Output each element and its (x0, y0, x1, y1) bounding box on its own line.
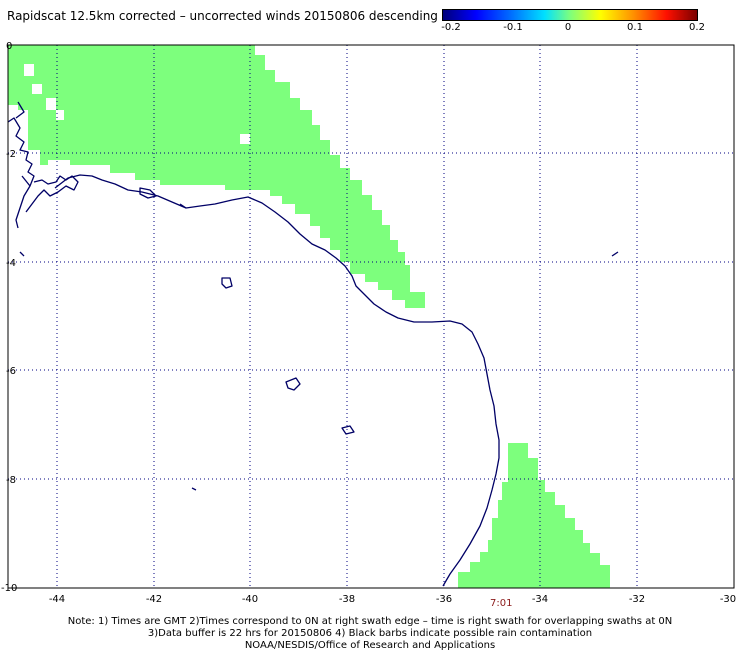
lat-lon-grid (8, 45, 734, 588)
lon-tick: -34 (532, 594, 548, 605)
colorbar-label: 0.2 (689, 22, 705, 33)
coastline (7, 101, 619, 587)
colorbar-label: 0.1 (627, 22, 643, 33)
lon-tick: -44 (49, 594, 65, 605)
footnotes: Note: 1) Times are GMT 2)Times correspon… (0, 616, 740, 652)
note-line-3: NOAA/NESDIS/Office of Research and Appli… (244, 640, 496, 651)
lat-tick: -10 (1, 583, 17, 594)
swath-gaps (24, 64, 250, 144)
lon-tick: -32 (629, 594, 645, 605)
lat-tick: -6 (6, 366, 16, 377)
wind-swath-south (458, 443, 610, 588)
lat-tick: -8 (6, 475, 16, 486)
note-line-1: Note: 1) Times are GMT 2)Times correspon… (67, 616, 673, 627)
lon-tick: -38 (339, 594, 355, 605)
lon-tick: -40 (242, 594, 258, 605)
lon-tick: -42 (146, 594, 162, 605)
lon-tick: -36 (436, 594, 452, 605)
lat-tick: -2 (6, 149, 16, 160)
color-scale-bar (442, 9, 698, 21)
lat-tick: 0 (6, 41, 12, 52)
lon-tick-labels: -44 -42 -40 -38 -36 -34 -32 -30 (49, 594, 736, 605)
note-line-2: 3)Data buffer is 22 hrs for 20150806 4) … (147, 628, 593, 639)
lat-tick: -4 (6, 258, 16, 269)
colorbar-label: 0 (564, 22, 572, 33)
wind-swath-north (8, 45, 425, 308)
lon-tick: -30 (720, 594, 736, 605)
lat-tick-labels: 0 -2 -4 -6 -8 -10 (1, 41, 17, 594)
colorbar-label: -0.2 (441, 22, 461, 33)
swath-time-label: 7:01 (490, 598, 513, 609)
map-frame (7, 44, 735, 589)
map-title: Rapidscat 12.5km corrected – uncorrected… (7, 9, 438, 23)
colorbar-label: -0.1 (503, 22, 523, 33)
